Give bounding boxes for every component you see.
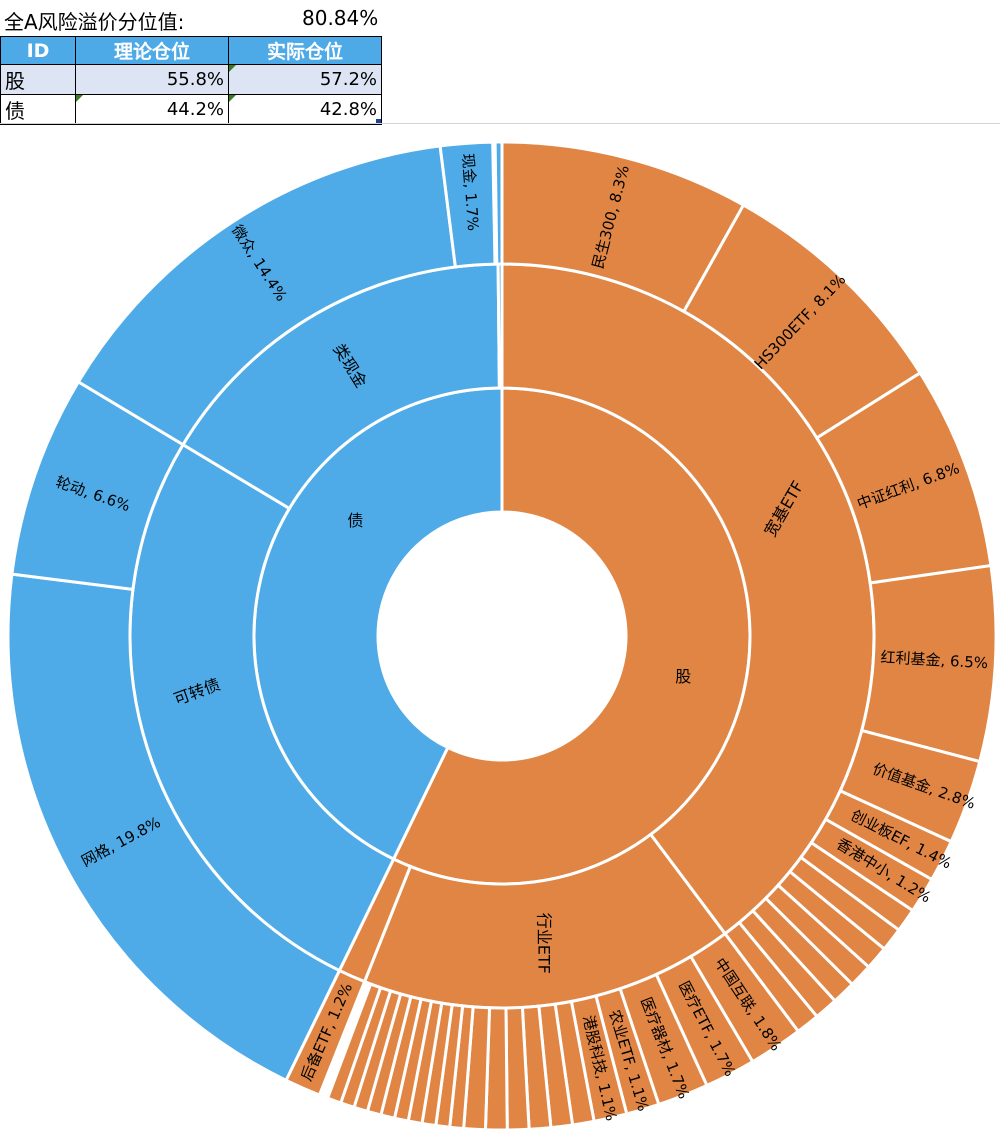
middle-slice-cash-like-thin (496, 262, 504, 390)
outer-slice (6, 572, 342, 1083)
error-marker-icon (76, 95, 83, 102)
selection-handle-icon (376, 119, 381, 124)
inner-label-stock: 股 (675, 667, 691, 686)
sheet-divider (0, 123, 1000, 124)
actual-value: 57.2% (319, 69, 377, 90)
theory-value: 44.2% (166, 99, 224, 120)
actual-cell: 42.8% (228, 94, 382, 125)
inner-label-bond: 债 (347, 511, 363, 530)
risk-premium-value: 80.84% (302, 6, 379, 30)
middle-label-industry-etf: 行业ETF (534, 913, 553, 974)
outer-label: 现金, 1.7% (459, 153, 483, 232)
table-row: 债 44.2% 42.8% (0, 94, 382, 125)
table-header-row: ID 理论仓位 实际仓位 (0, 36, 382, 65)
theory-value: 55.8% (166, 69, 224, 90)
row-id: 股 (0, 64, 76, 95)
position-table: ID 理论仓位 实际仓位 股 55.8% 57.2% 债 44.2% 42.8% (0, 36, 382, 125)
actual-cell: 57.2% (228, 64, 382, 95)
outer-slice-minor (493, 140, 504, 266)
column-header-actual: 实际仓位 (228, 36, 382, 65)
theory-cell: 44.2% (75, 94, 229, 125)
error-marker-icon (229, 95, 236, 102)
risk-premium-header: 全A风险溢价分位值: 80.84% (0, 0, 380, 34)
outer-slice (438, 140, 497, 269)
risk-premium-label: 全A风险溢价分位值: (4, 10, 185, 34)
error-marker-icon (229, 65, 236, 72)
actual-value: 42.8% (319, 99, 377, 120)
column-header-theory: 理论仓位 (75, 36, 229, 65)
column-header-id: ID (0, 36, 76, 65)
table-row: 股 55.8% 57.2% (0, 64, 382, 95)
outer-slice-minor (325, 982, 383, 1105)
theory-cell: 55.8% (75, 64, 229, 95)
row-id: 债 (0, 94, 76, 125)
